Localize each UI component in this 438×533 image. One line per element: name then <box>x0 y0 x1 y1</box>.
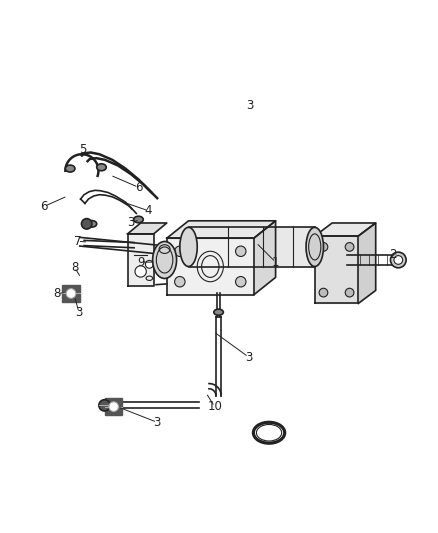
Text: 3: 3 <box>153 416 161 429</box>
Text: 3: 3 <box>127 216 135 230</box>
Text: 6: 6 <box>40 200 48 213</box>
Circle shape <box>175 277 185 287</box>
Circle shape <box>236 246 246 256</box>
Text: 3: 3 <box>245 351 252 364</box>
Text: 7: 7 <box>74 235 81 248</box>
Circle shape <box>99 400 110 411</box>
Text: 4: 4 <box>145 204 152 217</box>
Circle shape <box>135 266 146 277</box>
Polygon shape <box>105 398 122 415</box>
Circle shape <box>66 289 76 298</box>
Ellipse shape <box>152 241 177 278</box>
Circle shape <box>319 243 328 251</box>
Text: 2: 2 <box>389 248 397 261</box>
Text: 6: 6 <box>135 181 142 194</box>
Polygon shape <box>188 228 315 266</box>
Ellipse shape <box>97 164 106 171</box>
Text: 10: 10 <box>207 400 222 413</box>
Polygon shape <box>315 236 358 303</box>
Circle shape <box>109 402 118 411</box>
Polygon shape <box>127 223 167 234</box>
Polygon shape <box>315 223 376 236</box>
Polygon shape <box>358 223 376 303</box>
Text: 3: 3 <box>75 306 82 319</box>
Circle shape <box>391 252 406 268</box>
Circle shape <box>345 288 354 297</box>
Circle shape <box>236 277 246 287</box>
Polygon shape <box>167 238 254 295</box>
Text: 8: 8 <box>53 287 61 300</box>
Polygon shape <box>62 285 80 302</box>
Polygon shape <box>127 234 154 286</box>
Ellipse shape <box>87 221 97 227</box>
Circle shape <box>145 261 153 268</box>
Ellipse shape <box>214 309 223 315</box>
Text: 9: 9 <box>137 256 145 269</box>
Text: 8: 8 <box>71 261 78 274</box>
Circle shape <box>81 219 92 229</box>
Ellipse shape <box>134 216 143 223</box>
Circle shape <box>175 246 185 256</box>
Ellipse shape <box>306 228 323 266</box>
Circle shape <box>345 243 354 251</box>
Ellipse shape <box>106 401 118 409</box>
Circle shape <box>394 256 403 264</box>
Text: 5: 5 <box>80 143 87 156</box>
Circle shape <box>319 288 328 297</box>
Ellipse shape <box>65 165 75 172</box>
Polygon shape <box>254 221 276 295</box>
Polygon shape <box>167 221 276 238</box>
Ellipse shape <box>180 228 197 266</box>
Text: 1: 1 <box>272 256 279 269</box>
Text: 3: 3 <box>247 99 254 112</box>
